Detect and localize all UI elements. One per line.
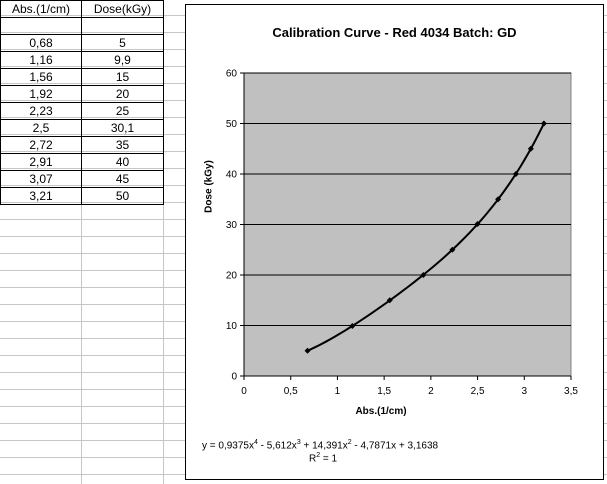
table-row: 2,91 40 bbox=[0, 153, 164, 171]
sheet-column-line bbox=[163, 0, 164, 484]
table-cell-abs[interactable]: 1,56 bbox=[0, 68, 82, 86]
y-tick-label: 40 bbox=[226, 170, 238, 181]
x-tick-label: 2,5 bbox=[471, 386, 485, 397]
table-cell-abs[interactable]: 3,07 bbox=[0, 170, 82, 188]
r2-power: 2 bbox=[316, 452, 321, 459]
x-tick-label: 1 bbox=[335, 386, 341, 397]
sheet-column-line bbox=[81, 0, 82, 484]
table-cell-dose[interactable]: 50 bbox=[81, 187, 164, 205]
equation-power: 3 bbox=[296, 439, 301, 446]
data-point bbox=[349, 323, 356, 330]
x-tick-label: 0 bbox=[241, 386, 247, 397]
table-row: 1,16 9,9 bbox=[0, 51, 164, 69]
chart-title: Calibration Curve - Red 4034 Batch: GD bbox=[272, 25, 517, 40]
data-point bbox=[512, 171, 519, 177]
y-tick-label: 20 bbox=[226, 271, 238, 282]
chart-plot[interactable]: 0 10 20 30 40 50 60 0 0,5 1 1,5 2 2,5 3 3,5 bbox=[186, 5, 603, 479]
x-tick-label: 3 bbox=[522, 386, 528, 397]
column-header-abs[interactable]: Abs.(1/cm) bbox=[0, 0, 82, 18]
chart-panel[interactable]: Calibration Curve - Red 4034 Batch: GD 0… bbox=[185, 4, 604, 480]
table-cell-dose[interactable]: 45 bbox=[81, 170, 164, 188]
x-tick-label: 3,5 bbox=[564, 386, 578, 397]
table-cell-dose[interactable]: 20 bbox=[81, 85, 164, 103]
table-cell-abs[interactable]: 1,16 bbox=[0, 51, 82, 69]
x-tick-label: 0,5 bbox=[284, 386, 298, 397]
data-point bbox=[386, 297, 393, 304]
table-cell-abs[interactable]: 3,21 bbox=[0, 187, 82, 205]
table-cell-abs[interactable]: 2,72 bbox=[0, 136, 82, 154]
y-tick-label: 30 bbox=[226, 220, 238, 231]
equation-power: 4 bbox=[253, 439, 258, 446]
table-cell-abs[interactable]: 2,5 bbox=[0, 119, 82, 137]
y-tick-label: 0 bbox=[231, 372, 237, 383]
equation-power: 2 bbox=[347, 439, 352, 446]
data-point bbox=[420, 272, 427, 278]
table-row: 1,56 15 bbox=[0, 68, 164, 86]
table-blank-row bbox=[0, 17, 164, 35]
table-cell-dose[interactable]: 9,9 bbox=[81, 51, 164, 69]
table-row: 3,07 45 bbox=[0, 170, 164, 188]
table-cell-dose[interactable]: 35 bbox=[81, 136, 164, 154]
table-header-row: Abs.(1/cm) Dose(kGy) bbox=[0, 0, 164, 18]
data-point bbox=[474, 220, 481, 227]
table-cell-dose[interactable]: 5 bbox=[81, 34, 164, 52]
data-point bbox=[449, 246, 456, 253]
equation-part: - 5,612x bbox=[257, 440, 297, 452]
table-row: 3,21 50 bbox=[0, 187, 164, 205]
table-row: 1,92 20 bbox=[0, 85, 164, 103]
table-cell-dose[interactable]: 15 bbox=[81, 68, 164, 86]
table-row: 2,23 25 bbox=[0, 102, 164, 120]
equation-part: - 4,7871x + 3,1638 bbox=[351, 440, 439, 452]
table-cell-dose[interactable]: 25 bbox=[81, 102, 164, 120]
r2-part: = 1 bbox=[320, 453, 338, 465]
y-axis-label: Dose (kGy) bbox=[203, 160, 215, 213]
table-cell-abs[interactable]: 2,23 bbox=[0, 102, 82, 120]
table-cell-dose[interactable]: 40 bbox=[81, 153, 164, 171]
trendline-equation: y = 0,9375x4 - 5,612x3 + 14,391x2 - 4,78… bbox=[202, 439, 492, 451]
x-axis-label: Abs.(1/cm) bbox=[355, 406, 407, 417]
table-cell-abs[interactable]: 1,92 bbox=[0, 85, 82, 103]
x-tick-label: 1,5 bbox=[377, 386, 391, 397]
data-table: Abs.(1/cm) Dose(kGy) 0,68 5 1,16 9,9 1,5… bbox=[0, 0, 164, 205]
table-row: 0,68 5 bbox=[0, 34, 164, 52]
data-point bbox=[527, 145, 534, 152]
equation-part: y = 0,9375x bbox=[202, 440, 254, 452]
table-cell-dose[interactable]: 30,1 bbox=[81, 119, 164, 137]
table-cell[interactable] bbox=[0, 17, 82, 35]
column-header-dose[interactable]: Dose(kGy) bbox=[81, 0, 164, 18]
data-point bbox=[540, 120, 547, 127]
y-tick-label: 10 bbox=[226, 321, 238, 332]
r2-part: R bbox=[309, 453, 317, 465]
table-row: 2,5 30,1 bbox=[0, 119, 164, 137]
trendline bbox=[307, 123, 545, 352]
r-squared-label: R2 = 1 bbox=[309, 452, 369, 464]
data-point bbox=[304, 347, 311, 354]
table-cell[interactable] bbox=[81, 17, 164, 35]
x-tick-label: 2 bbox=[428, 386, 434, 397]
table-cell-abs[interactable]: 0,68 bbox=[0, 34, 82, 52]
table-row: 2,72 35 bbox=[0, 136, 164, 154]
y-tick-label: 50 bbox=[226, 119, 238, 130]
data-point bbox=[495, 196, 502, 203]
equation-part: + 14,391x bbox=[300, 440, 348, 452]
y-tick-label: 60 bbox=[226, 69, 238, 80]
table-cell-abs[interactable]: 2,91 bbox=[0, 153, 82, 171]
